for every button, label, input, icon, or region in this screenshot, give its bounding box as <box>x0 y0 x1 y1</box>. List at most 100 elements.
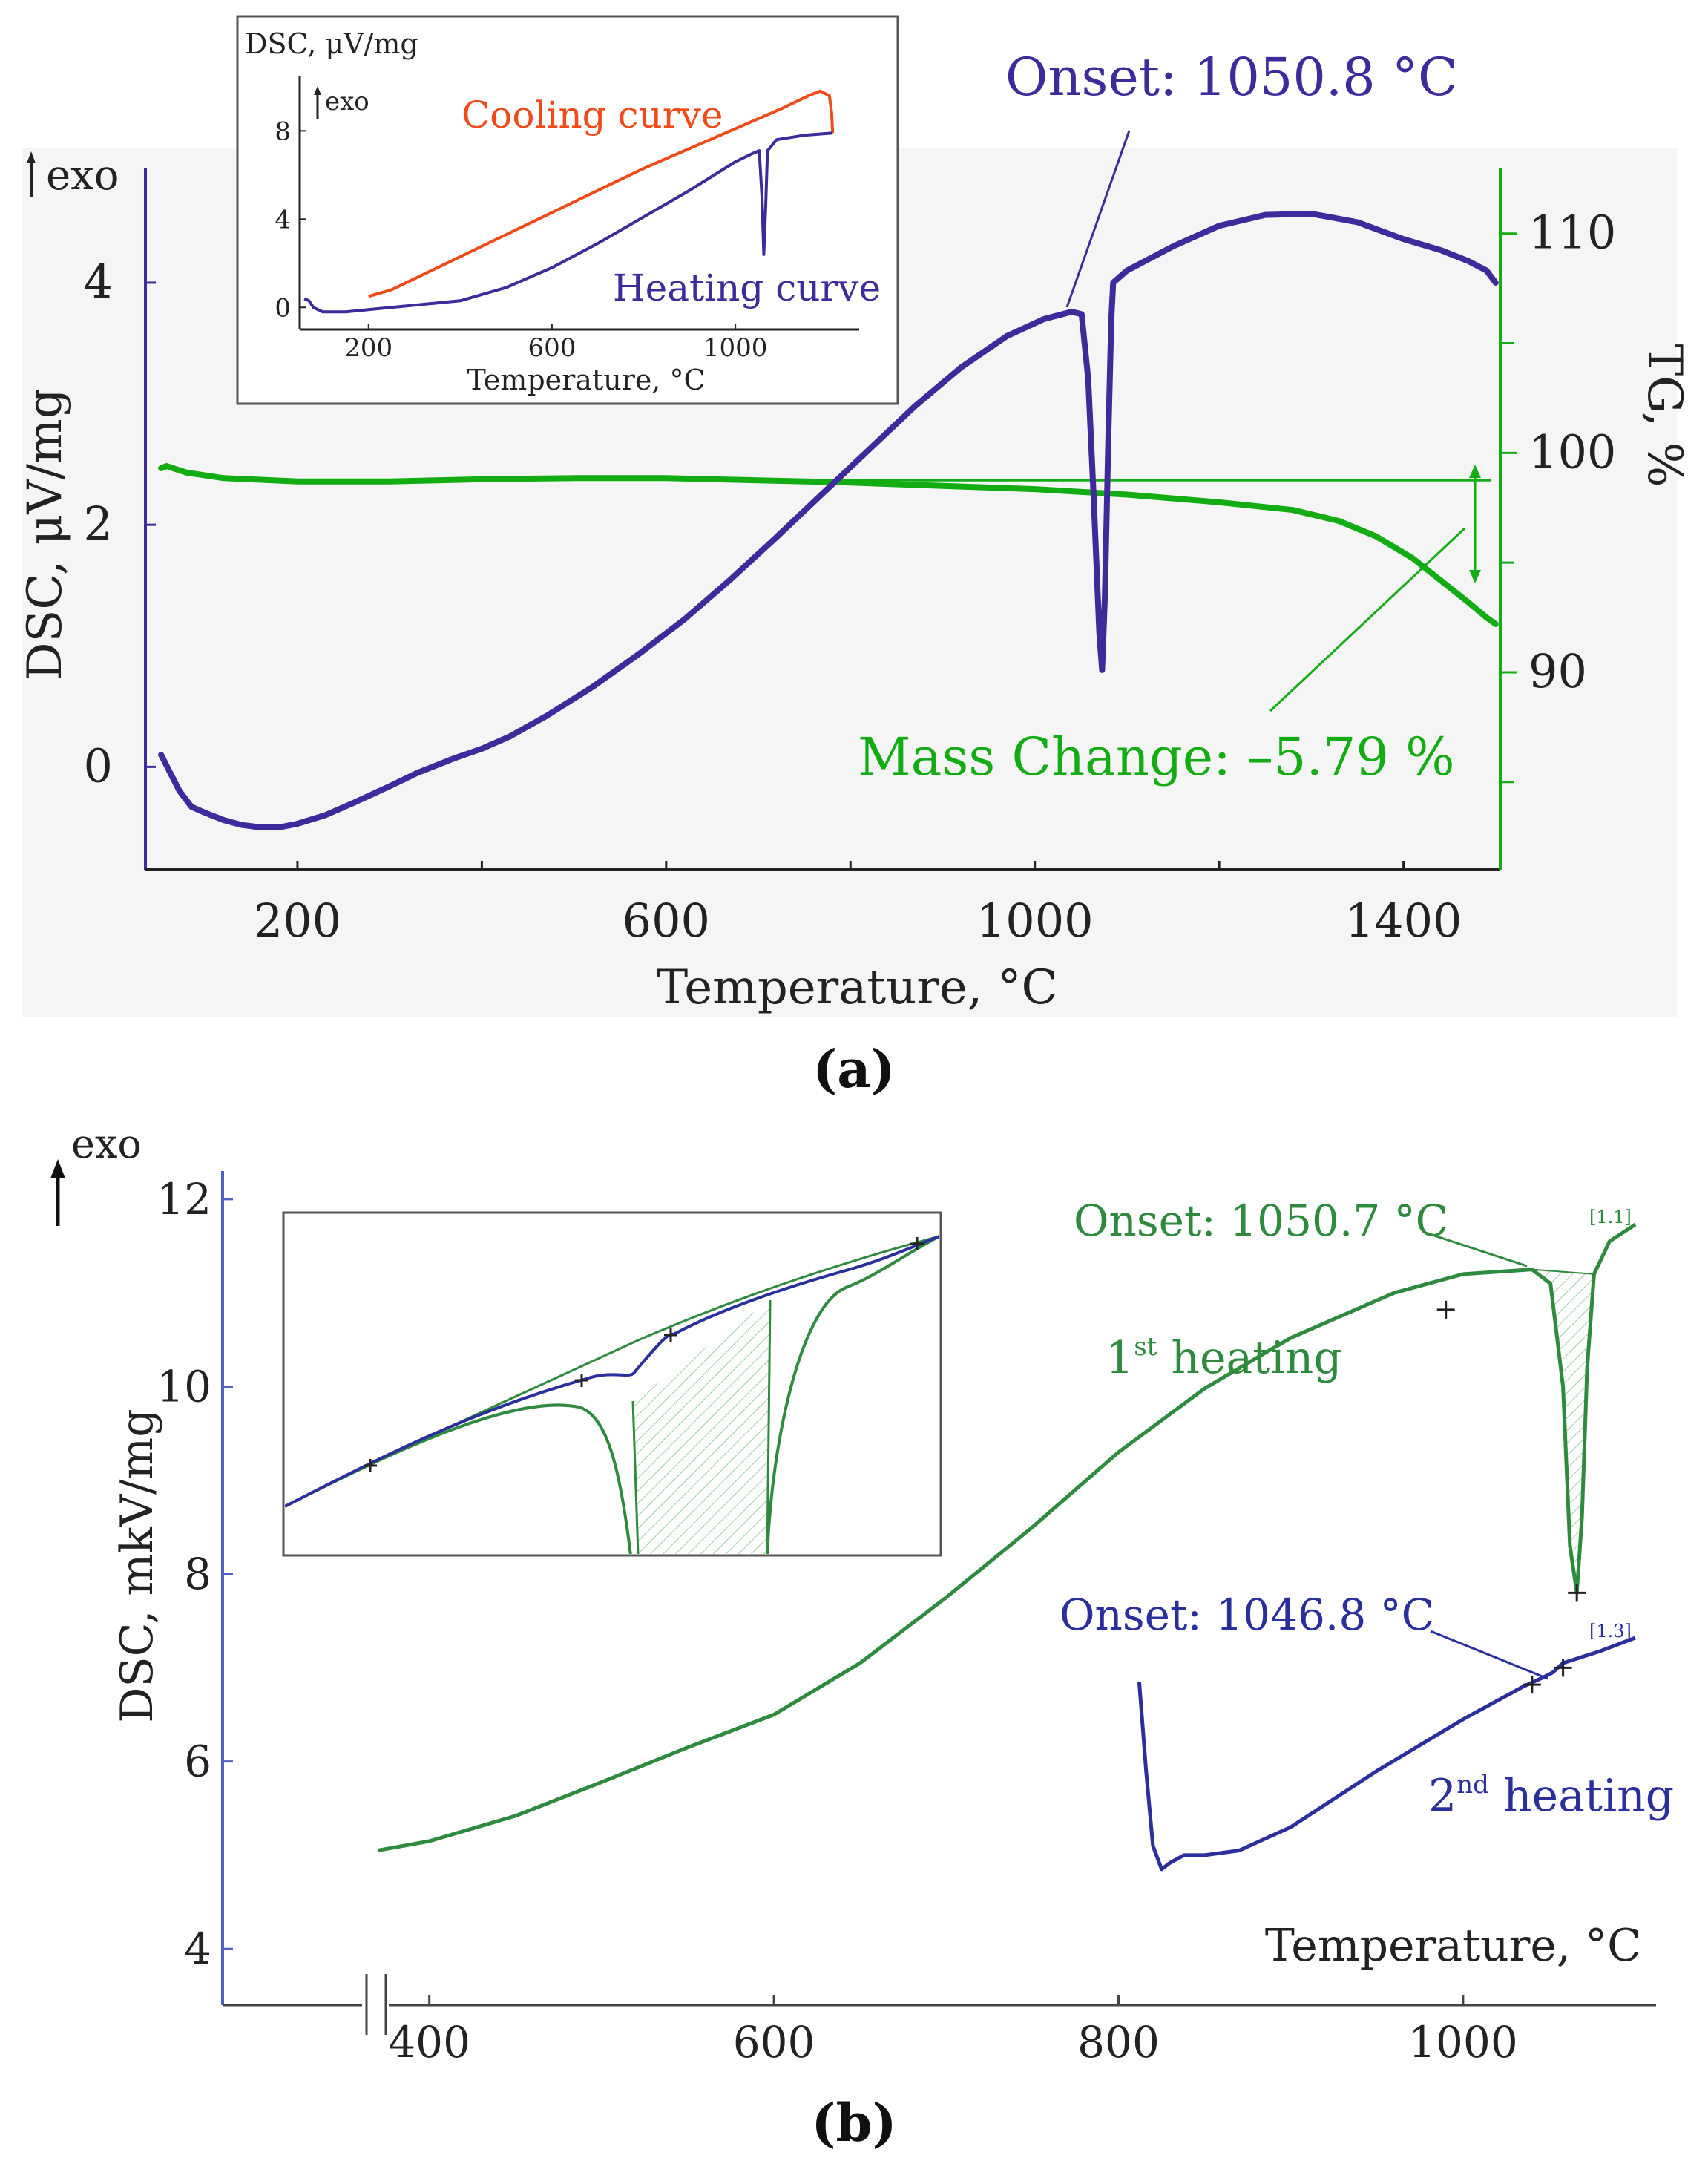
b-x-ticks: 400 600 800 1000 <box>388 1995 1518 2067</box>
a-inset-y-label: DSC, μV/mg <box>245 27 418 60</box>
a-inset-y-tick-label: 8 <box>275 117 291 146</box>
b-tag-1-1: [1.1] <box>1589 1207 1632 1227</box>
a-inset-heating-label: Heating curve <box>613 266 881 309</box>
b-heating1-label: 1st heating <box>1106 1332 1342 1384</box>
heating2-series-line <box>1137 1636 1636 1872</box>
a-x-tick-label: 200 <box>254 893 341 948</box>
a-y2-ticks: 90 100 110 <box>1500 206 1616 784</box>
a-inset-cooling-label: Cooling curve <box>462 94 723 137</box>
a-x-axis-label: Temperature, °C <box>657 960 1058 1015</box>
a-exo-label: exo <box>46 151 119 200</box>
heating1-peak-hatch <box>1531 1269 1594 1593</box>
b-onset2-label: Onset: 1046.8 °C <box>1060 1590 1434 1640</box>
a-series <box>158 211 1499 830</box>
b-inset-green-peak-right <box>766 1235 939 1554</box>
a-y2-tick-label: 90 <box>1528 644 1587 698</box>
b-heating2-label: 2nd heating <box>1428 1770 1674 1822</box>
dsc-series-line <box>158 211 1499 830</box>
a-y2-tick-label: 110 <box>1528 206 1616 260</box>
a-x-tick-label: 600 <box>623 893 710 948</box>
a-inset-y-ticks: 0 4 8 <box>275 117 306 323</box>
cross-marker-icon <box>364 1459 377 1472</box>
a-onset-leader <box>1065 130 1131 308</box>
b-heating2-label-text: 2 <box>1428 1770 1456 1822</box>
b-onset1-label: Onset: 1050.7 °C <box>1074 1196 1448 1246</box>
cross-marker-icon <box>910 1237 924 1250</box>
b-onset1-leader <box>1422 1230 1528 1268</box>
a-y-tick-label: 2 <box>84 496 113 551</box>
a-inset-x-tick-label: 1000 <box>703 333 768 363</box>
panel-b-label: (b) <box>811 2092 896 2154</box>
b-heating2-label-text-suffix: nd <box>1456 1770 1489 1800</box>
b-inset <box>282 1211 942 1557</box>
a-inset-exo-label: exo <box>325 87 369 117</box>
b-heating1-label-text-suffix: st <box>1134 1332 1157 1362</box>
a-y2-axis-label: TG, % <box>1637 344 1692 487</box>
exo-arrowhead-icon <box>314 86 321 95</box>
a-mass-change-marker <box>1469 465 1481 583</box>
b-y-axis-label: DSC, mkV/mg <box>111 1409 163 1722</box>
b-y-tick-label: 8 <box>184 1549 211 1599</box>
b-heating1-label-text: 1 <box>1106 1332 1134 1384</box>
b-heating1-label-text-rest: heating <box>1157 1332 1341 1384</box>
panel-a: 200 600 1000 1400 0 2 4 90 100 110 Temperature,… <box>18 15 1692 1100</box>
b-onset2-leader <box>1430 1630 1548 1680</box>
b-inset-green-edge-2 <box>766 1299 772 1554</box>
b-x-tick-label: 400 <box>388 2017 470 2067</box>
exo-arrowhead-icon <box>27 151 36 163</box>
cross-marker-icon <box>1436 1300 1455 1319</box>
b-tag-1-3: [1.3] <box>1589 1621 1632 1642</box>
heating-curve-line <box>303 131 833 314</box>
a-y2-tick-label: 100 <box>1528 424 1616 479</box>
panel-a-label: (a) <box>812 1038 896 1100</box>
b-axis-break <box>362 1974 389 2035</box>
cross-marker-icon <box>575 1374 588 1387</box>
a-inset-y-tick-label: 0 <box>275 293 291 323</box>
exo-arrowhead-icon <box>50 1159 65 1178</box>
a-inset-exo-marker: exo <box>314 86 369 119</box>
a-mass-change-leader <box>1269 527 1466 712</box>
a-y-axis-label: DSC, μV/mg <box>18 388 73 681</box>
a-inset-x-ticks: 200 600 1000 <box>344 324 767 363</box>
a-onset-label: Onset: 1050.8 °C <box>1005 47 1458 108</box>
a-mass-change-label: Mass Change: –5.79 % <box>858 727 1455 787</box>
cross-marker-icon <box>664 1328 677 1342</box>
b-x-tick-label: 1000 <box>1408 2017 1518 2067</box>
b-inset-blue-line <box>285 1235 939 1508</box>
b-series <box>377 1222 1637 1872</box>
b-inset-markers <box>364 1237 924 1472</box>
b-exo-marker: exo <box>50 1121 142 1226</box>
b-y-tick-label: 12 <box>157 1174 211 1224</box>
b-x-tick-label: 800 <box>1077 2017 1160 2067</box>
b-markers <box>1436 1300 1586 1694</box>
a-x-tick-label: 1000 <box>976 893 1094 948</box>
cross-marker-icon <box>1554 1659 1572 1677</box>
heating1-series-line <box>377 1222 1637 1853</box>
b-x-tick-label: 600 <box>733 2017 815 2067</box>
cross-marker-icon <box>1523 1676 1541 1694</box>
a-inset-frame <box>236 15 899 405</box>
a-y-tick-label: 4 <box>84 255 113 309</box>
cooling-curve-line <box>368 89 835 298</box>
arrow-up-icon <box>1469 465 1481 478</box>
a-inset: 200 600 1000 0 4 8 DSC, μV/mg Temperature, °… <box>236 15 899 405</box>
a-x-ticks: 200 600 1000 1400 <box>254 861 1462 948</box>
a-inset-x-tick-label: 600 <box>528 333 576 363</box>
b-inset-frame <box>282 1211 942 1557</box>
b-y-tick-label: 6 <box>184 1737 211 1787</box>
arrow-down-icon <box>1469 570 1481 583</box>
a-inset-x-label: Temperature, °C <box>467 364 705 396</box>
tg-series-line <box>158 463 1499 627</box>
a-exo-marker: exo <box>27 151 119 200</box>
b-inset-green-edge <box>631 1400 640 1554</box>
a-inset-x-tick-label: 200 <box>344 333 392 363</box>
b-exo-label: exo <box>71 1121 142 1167</box>
a-y-ticks: 0 2 4 <box>84 255 156 793</box>
a-x-tick-label: 1400 <box>1345 893 1462 948</box>
b-x-axis-label: Temperature, °C <box>1265 1920 1641 1972</box>
b-y-ticks: 4 6 8 10 12 <box>157 1174 233 1974</box>
b-y-tick-label: 4 <box>184 1924 211 1974</box>
b-heating2-label-text-rest: heating <box>1489 1770 1674 1822</box>
cross-marker-icon <box>1568 1584 1586 1602</box>
